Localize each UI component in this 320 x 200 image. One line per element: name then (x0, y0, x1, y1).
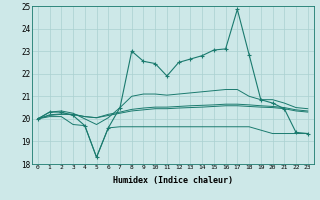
X-axis label: Humidex (Indice chaleur): Humidex (Indice chaleur) (113, 176, 233, 185)
